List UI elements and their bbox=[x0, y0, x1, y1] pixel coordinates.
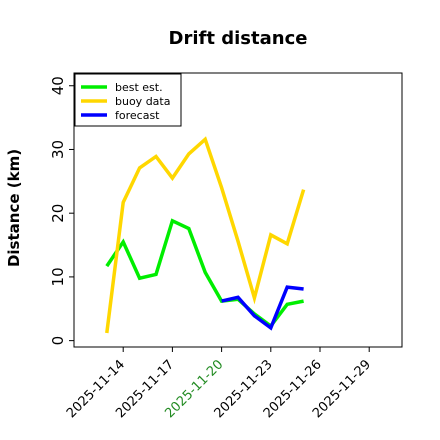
chart-title: Drift distance bbox=[169, 28, 308, 49]
y-axis-ticks: 0 10 20 30 40 bbox=[49, 76, 74, 345]
y-tick-label: 40 bbox=[49, 76, 67, 95]
y-axis-label: Distance (km) bbox=[5, 149, 23, 267]
legend-label: forecast bbox=[115, 109, 160, 122]
plot-frame bbox=[73, 72, 403, 348]
y-tick-label: 30 bbox=[49, 140, 67, 159]
x-axis-ticks: 2025-11-142025-11-172025-11-202025-11-23… bbox=[64, 347, 374, 421]
series-line-forecast bbox=[221, 285, 304, 331]
y-tick-label: 20 bbox=[49, 204, 67, 223]
series-line-buoy-data bbox=[105, 136, 306, 334]
y-tick-label: 10 bbox=[49, 267, 67, 286]
legend-label: best est. bbox=[115, 81, 163, 94]
legend-label: buoy data bbox=[115, 95, 170, 108]
series-lines bbox=[105, 136, 306, 334]
y-tick-label: 0 bbox=[49, 336, 67, 346]
